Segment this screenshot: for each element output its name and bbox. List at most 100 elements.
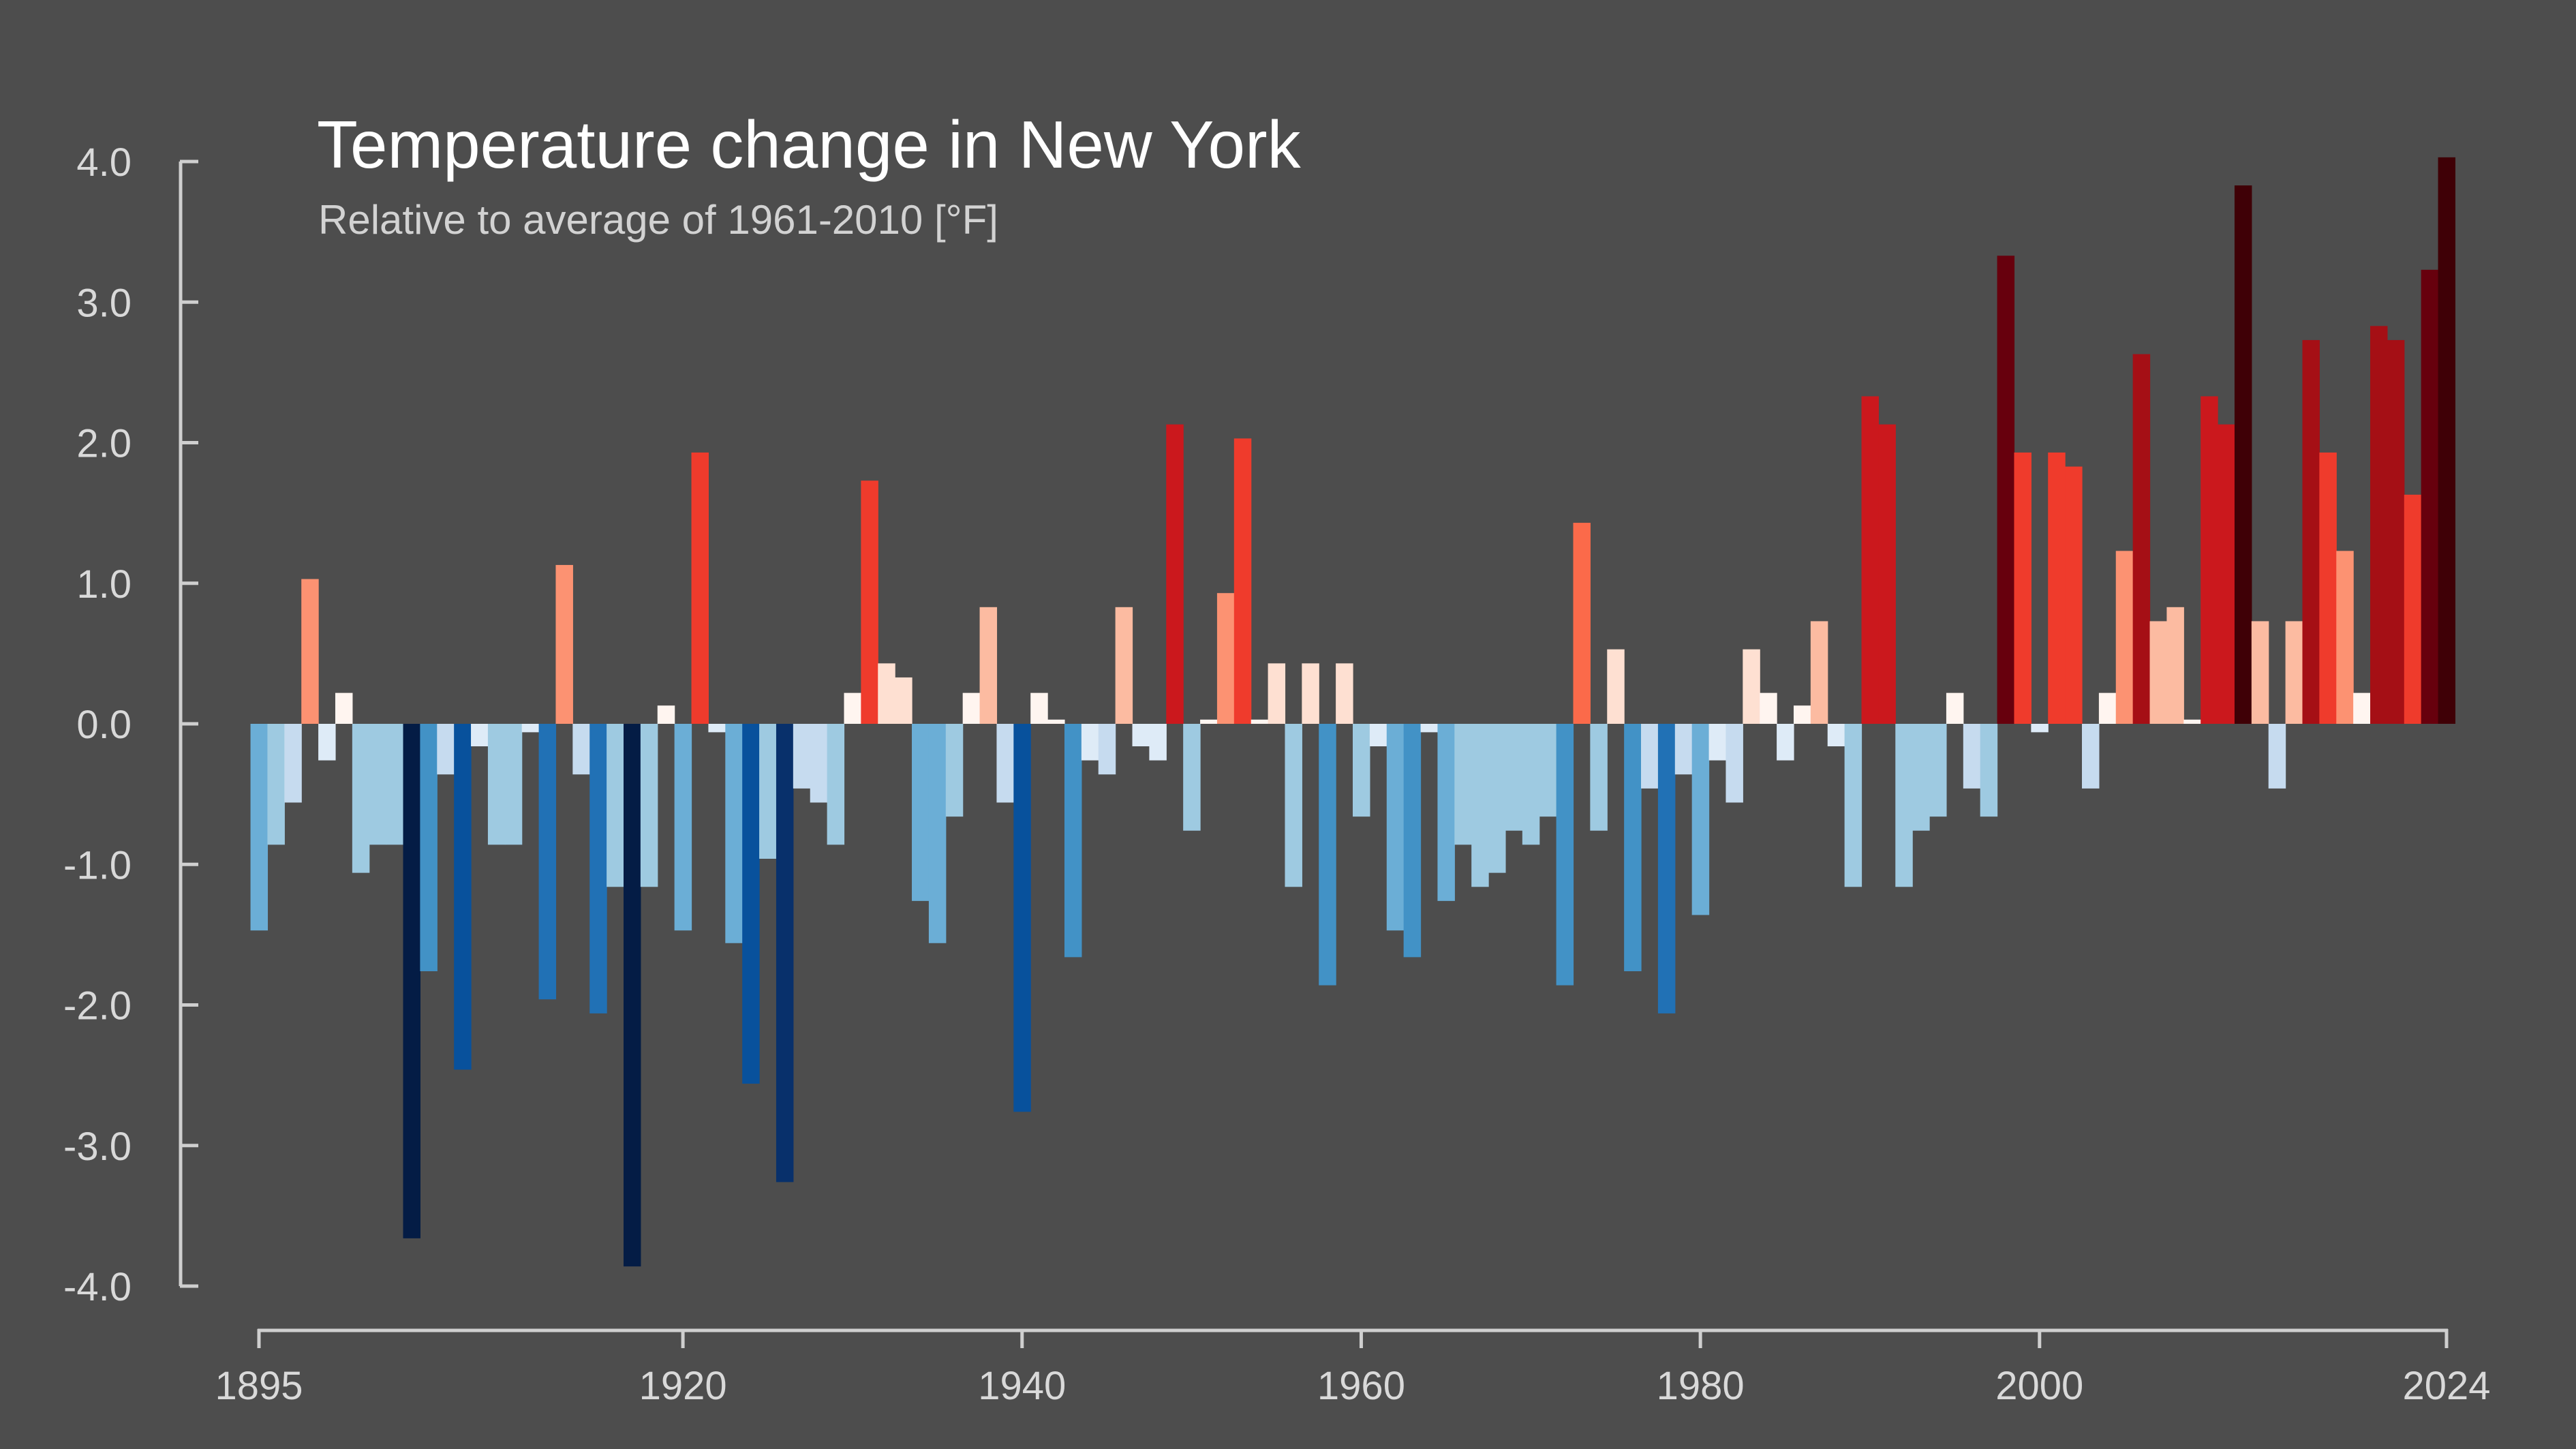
bar-1947	[1132, 724, 1150, 746]
bar-1948	[1149, 724, 1167, 761]
bar-1984	[1760, 692, 1777, 724]
bar-1999	[2014, 452, 2031, 724]
bar-1970	[1522, 724, 1540, 845]
bar-1896	[267, 724, 285, 845]
bar-1926	[776, 724, 794, 1183]
bar-1919	[657, 705, 675, 724]
bar-1915	[589, 724, 607, 1013]
bar-1961	[1369, 724, 1387, 746]
bar-1967	[1471, 724, 1489, 887]
bar-1938	[979, 607, 998, 724]
bar-1939	[996, 724, 1014, 803]
bar-1966	[1454, 724, 1472, 845]
bar-2021	[2387, 339, 2405, 724]
y-tick-label: -3.0	[63, 1125, 132, 1169]
bar-1925	[759, 724, 777, 859]
bar-1968	[1488, 724, 1506, 873]
bar-2006	[2132, 354, 2151, 724]
bar-1909	[487, 724, 506, 845]
bar-1902	[369, 724, 387, 845]
y-axis: 4.0 3.0 2.0 1.0 0.0 -1.0 -2.0 -3.0 -4.0	[63, 140, 198, 1309]
bar-2020	[2370, 326, 2388, 724]
bar-1952	[1216, 593, 1235, 724]
bar-1978	[1657, 724, 1676, 1013]
bar-2011	[2218, 424, 2235, 724]
y-tick-label: 2.0	[76, 422, 132, 466]
bar-1922	[708, 724, 726, 733]
y-tick-label: -4.0	[63, 1265, 132, 1309]
bar-1923	[725, 724, 743, 943]
bar-1988	[1827, 724, 1845, 746]
bar-1942	[1047, 719, 1065, 724]
bar-2024	[2438, 157, 2456, 724]
bar-2007	[2149, 621, 2168, 724]
bar-1905	[420, 724, 438, 971]
bar-1951	[1200, 719, 1218, 724]
x-axis: 1895 1920 1940 1960 1980 2000 2024	[215, 1328, 2491, 1408]
bar-1941	[1030, 692, 1048, 724]
bar-1973	[1573, 523, 1591, 724]
bar-1912	[538, 724, 557, 1000]
bar-1900	[335, 692, 353, 724]
y-tick-label: 0.0	[76, 703, 132, 747]
bar-1971	[1539, 724, 1557, 817]
bar-2001	[2048, 452, 2066, 724]
bar-1959	[1336, 663, 1353, 724]
y-tick-label: 1.0	[76, 562, 132, 607]
bar-1964	[1420, 724, 1439, 733]
bar-1920	[674, 724, 692, 931]
x-tick-label: 1960	[1317, 1364, 1405, 1408]
x-tick-label: 2024	[2402, 1364, 2490, 1408]
y-tick-label: -1.0	[63, 843, 132, 887]
bar-1962	[1386, 724, 1405, 931]
bar-1935	[928, 724, 947, 943]
bar-1911	[521, 724, 540, 733]
bar-1983	[1743, 649, 1760, 724]
bar-1906	[437, 724, 455, 775]
bar-1992	[1895, 724, 1913, 887]
y-tick-label: -2.0	[63, 984, 132, 1028]
bar-1914	[572, 724, 590, 775]
bar-1937	[962, 692, 981, 724]
bar-1929	[827, 724, 845, 845]
y-tick-label: 4.0	[76, 140, 132, 185]
bar-1921	[691, 452, 709, 724]
bar-2013	[2251, 621, 2269, 724]
bar-1899	[318, 724, 336, 761]
bar-1932	[878, 663, 895, 724]
bar-1955	[1268, 663, 1286, 724]
bar-1987	[1810, 621, 1828, 724]
bar-2012	[2234, 185, 2252, 724]
bar-1924	[742, 724, 760, 1084]
bar-1946	[1115, 607, 1133, 724]
bar-1930	[844, 692, 861, 724]
bar-1898	[301, 579, 319, 724]
bar-1917	[624, 724, 641, 1267]
bar-1997	[1980, 724, 1998, 817]
bar-1934	[912, 724, 930, 901]
chart-subtitle: Relative to average of 1961-2010 [°F]	[318, 197, 998, 243]
bar-2023	[2421, 269, 2439, 724]
bar-1907	[454, 724, 472, 1070]
bar-1943	[1064, 724, 1082, 958]
bar-2010	[2201, 396, 2218, 724]
bar-1990	[1861, 396, 1879, 724]
x-tick-label: 1920	[639, 1364, 727, 1408]
bar-1944	[1081, 724, 1099, 761]
chart-title: Temperature change in New York	[317, 107, 1302, 182]
bar-1931	[861, 481, 878, 724]
bar-2015	[2285, 621, 2303, 724]
bar-1895	[250, 724, 269, 931]
bar-1957	[1302, 663, 1319, 724]
bar-1975	[1607, 649, 1625, 724]
bar-1980	[1691, 724, 1710, 915]
bar-1904	[403, 724, 420, 1238]
bar-1995	[1946, 692, 1964, 724]
bar-1903	[386, 724, 404, 845]
x-tick-label: 1940	[978, 1364, 1066, 1408]
bar-1901	[352, 724, 370, 873]
bar-1996	[1963, 724, 1981, 789]
bar-1982	[1726, 724, 1743, 803]
bar-1986	[1793, 705, 1811, 724]
